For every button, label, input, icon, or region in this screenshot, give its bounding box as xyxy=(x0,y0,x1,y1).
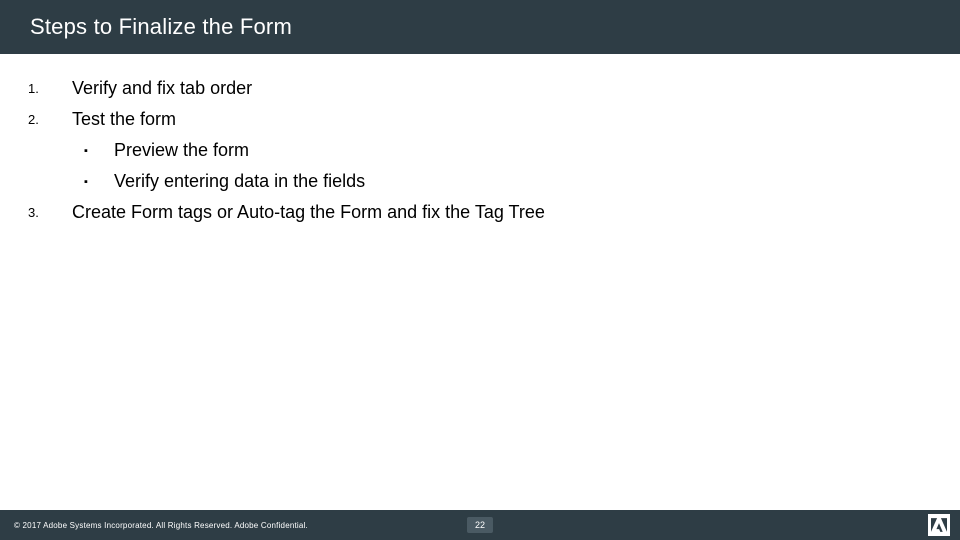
step-text: Verify and fix tab order xyxy=(72,78,252,99)
step-number: 2. xyxy=(28,109,72,127)
step-text: Create Form tags or Auto-tag the Form an… xyxy=(72,202,545,223)
sub-bullet-1: ▪ Preview the form xyxy=(28,140,932,161)
step-text: Test the form xyxy=(72,109,176,130)
step-2: 2. Test the form xyxy=(28,109,932,130)
sub-text: Verify entering data in the fields xyxy=(114,171,365,192)
page-number-badge: 22 xyxy=(467,517,493,534)
copyright-text: © 2017 Adobe Systems Incorporated. All R… xyxy=(14,521,308,530)
step-1: 1. Verify and fix tab order xyxy=(28,78,932,99)
sub-text: Preview the form xyxy=(114,140,249,161)
content-area: 1. Verify and fix tab order 2. Test the … xyxy=(0,54,960,223)
adobe-logo xyxy=(928,514,950,536)
title-bar: Steps to Finalize the Form xyxy=(0,0,960,54)
step-3: 3. Create Form tags or Auto-tag the Form… xyxy=(28,202,932,223)
adobe-logo-icon xyxy=(931,518,947,532)
slide: Steps to Finalize the Form 1. Verify and… xyxy=(0,0,960,540)
bullet-marker: ▪ xyxy=(84,140,114,157)
footer-bar: © 2017 Adobe Systems Incorporated. All R… xyxy=(0,510,960,540)
step-number: 1. xyxy=(28,78,72,96)
sub-bullet-2: ▪ Verify entering data in the fields xyxy=(28,171,932,192)
bullet-marker: ▪ xyxy=(84,171,114,188)
step-number: 3. xyxy=(28,202,72,220)
slide-title: Steps to Finalize the Form xyxy=(30,14,292,40)
